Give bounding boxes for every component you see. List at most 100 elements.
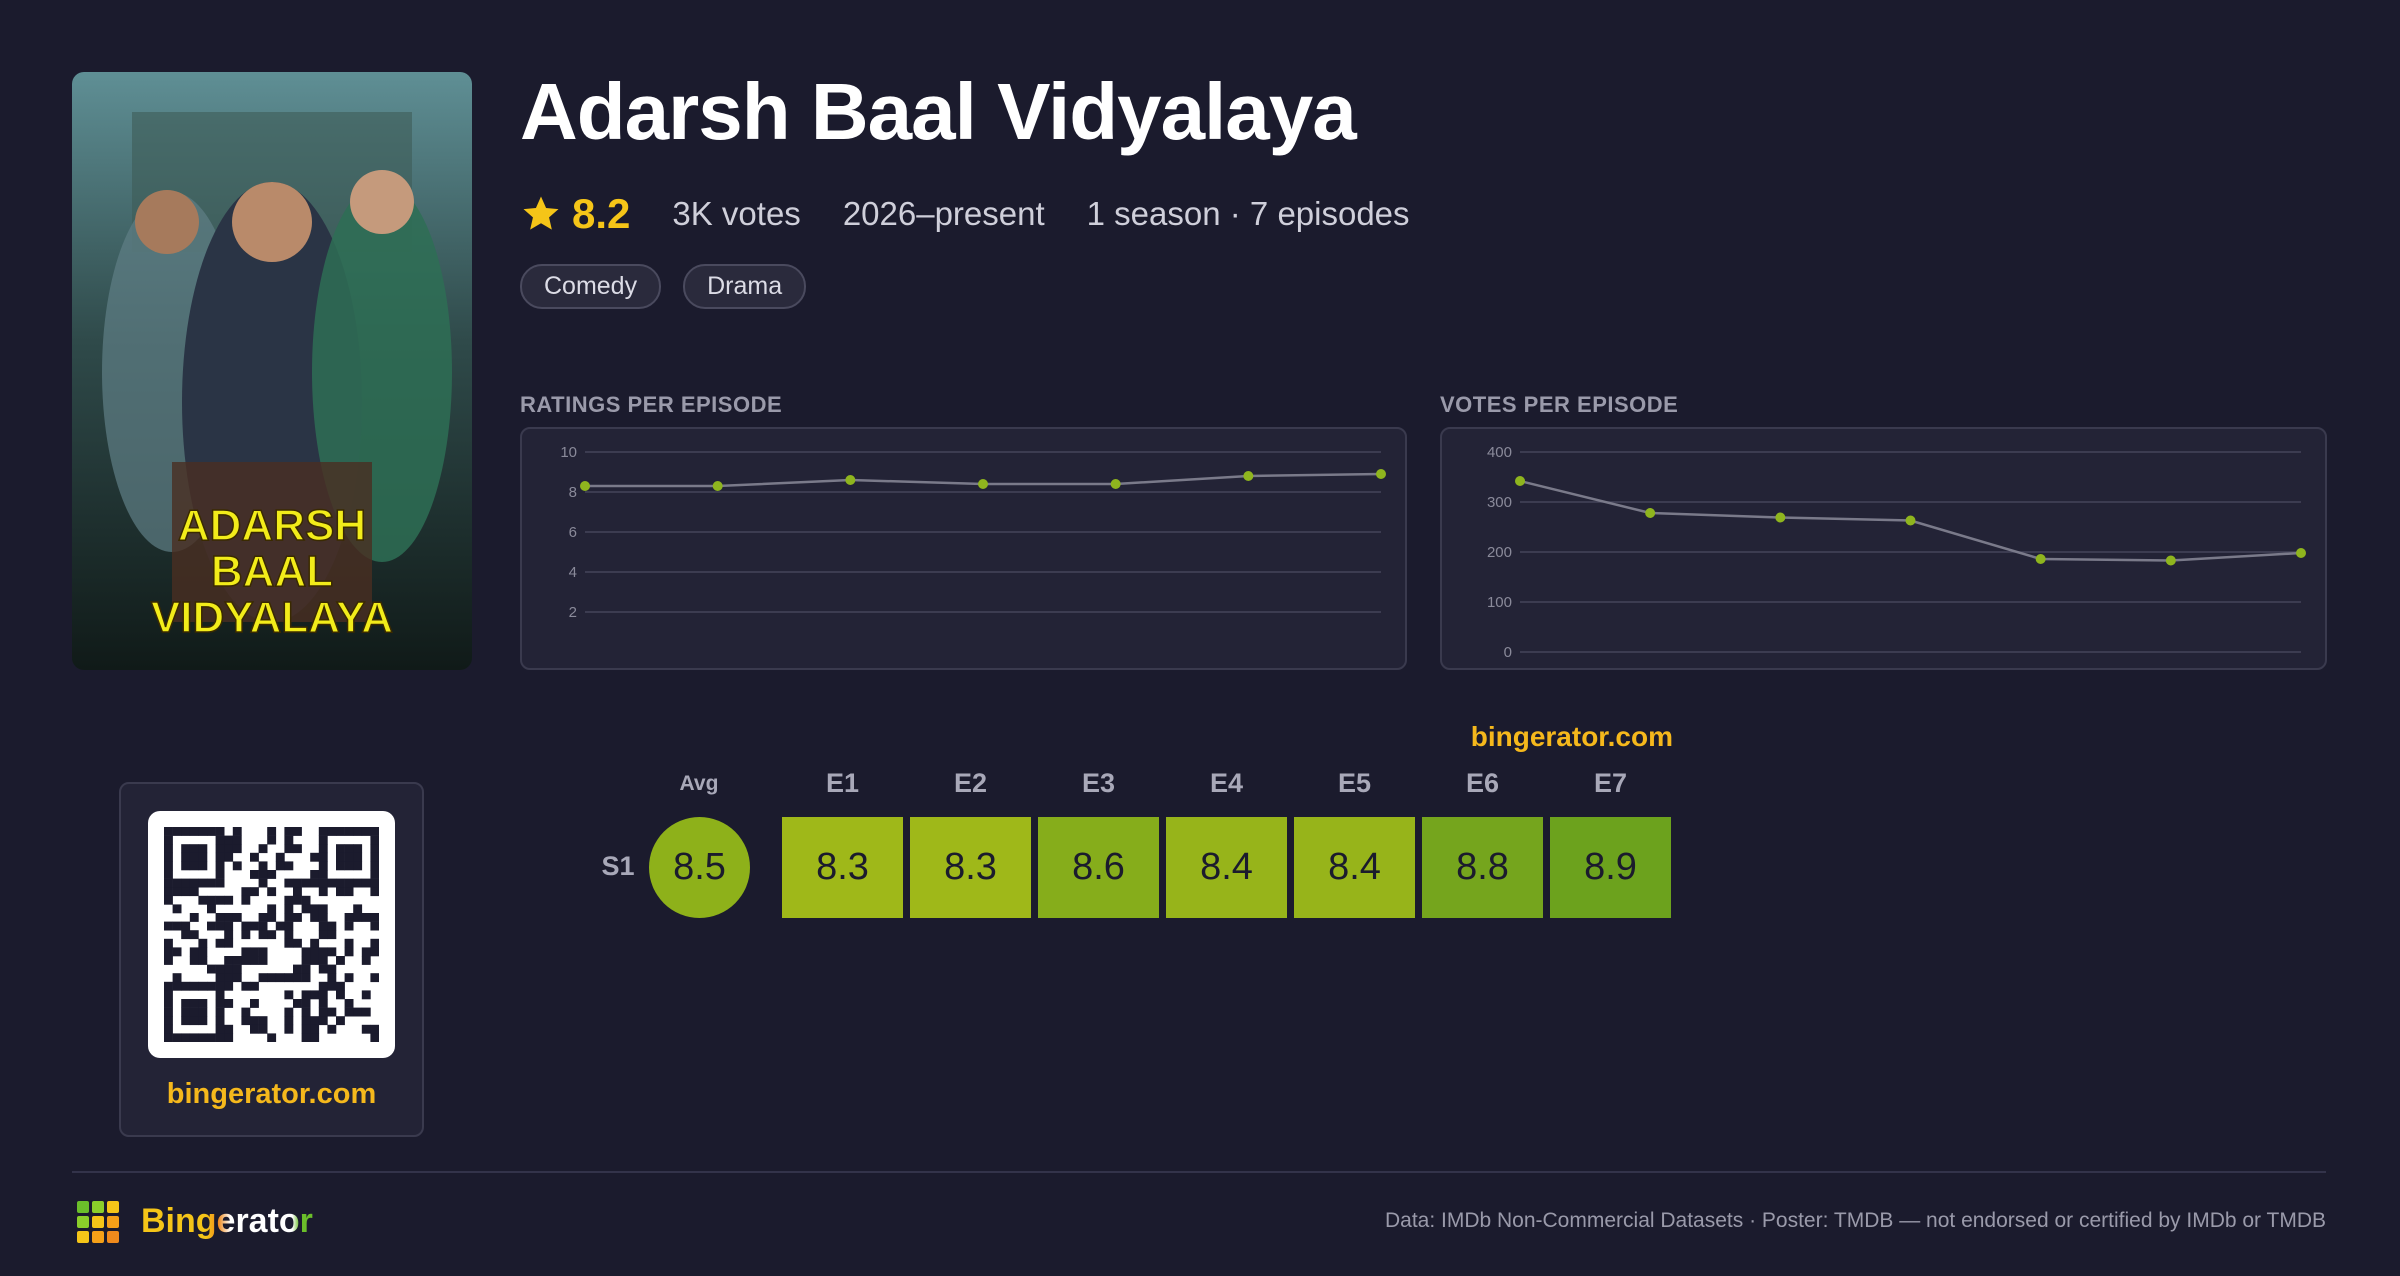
qr-module xyxy=(258,1024,268,1034)
qr-module xyxy=(241,930,251,940)
qr-module xyxy=(181,1016,191,1026)
qr-module xyxy=(344,938,354,948)
qr-module xyxy=(293,887,302,897)
qr-module xyxy=(207,878,216,888)
qr-module xyxy=(215,1024,225,1034)
y-tick-label: 8 xyxy=(569,484,577,501)
genre-tag: Drama xyxy=(683,264,807,309)
qr-module xyxy=(172,981,182,991)
episode-header: E2 xyxy=(953,768,988,798)
qr-module xyxy=(215,1016,225,1026)
qr-module xyxy=(198,827,208,836)
qr-card: bingerator.com xyxy=(119,782,424,1137)
chart-title: VOTES PER EPISODE xyxy=(1440,392,1679,417)
poster-title-line: VIDYALAYA xyxy=(151,593,393,642)
point xyxy=(2296,548,2306,558)
qr-module xyxy=(353,844,363,854)
qr-module xyxy=(181,844,191,854)
qr-module xyxy=(224,844,234,854)
qr-module xyxy=(267,827,277,836)
point xyxy=(580,481,590,491)
qr-module xyxy=(267,904,277,914)
qr-module xyxy=(353,852,363,862)
qr-module xyxy=(353,861,363,871)
qr-module xyxy=(301,1024,311,1034)
qr-module xyxy=(370,973,379,983)
qr-module xyxy=(284,861,294,871)
qr-module xyxy=(232,913,242,922)
avg-cell: 8.5 xyxy=(649,817,750,918)
qr-module xyxy=(327,964,337,974)
qr-module xyxy=(189,852,199,862)
qr-module xyxy=(164,921,173,931)
qr-module xyxy=(207,981,216,991)
episode-header: E1 xyxy=(825,768,860,798)
qr-module xyxy=(258,844,268,854)
qr-module xyxy=(370,878,379,888)
qr-module xyxy=(293,895,302,905)
qr-module xyxy=(207,1033,216,1042)
qr-module xyxy=(232,844,242,854)
qr-module xyxy=(164,999,173,1008)
qr-module xyxy=(318,990,328,1000)
qr-module xyxy=(164,870,173,879)
qr-module xyxy=(370,852,379,862)
qr-module xyxy=(164,1016,173,1026)
qr-module xyxy=(189,947,199,957)
qr-module xyxy=(344,861,354,871)
qr-module xyxy=(310,1033,320,1042)
qr-module xyxy=(284,930,294,940)
chart-title: RATINGS PER EPISODE xyxy=(520,392,783,417)
y-tick-label: 2 xyxy=(569,604,577,621)
poster: ADARSH BAAL VIDYALAYA xyxy=(72,72,472,670)
qr-module xyxy=(284,1024,294,1034)
qr-module xyxy=(361,1024,371,1034)
chart-panel: 0 100 200 300 400 xyxy=(1440,427,2327,670)
qr-module xyxy=(301,1033,311,1042)
qr-module xyxy=(181,1007,191,1017)
qr-module xyxy=(344,913,354,922)
qr-module xyxy=(250,981,259,991)
qr-module xyxy=(318,999,328,1008)
qr-module xyxy=(310,913,320,922)
y-tick-label: 4 xyxy=(569,564,577,581)
qr-module xyxy=(293,999,302,1008)
point xyxy=(1110,479,1121,489)
qr-module xyxy=(207,904,216,914)
qr-module xyxy=(181,981,191,991)
rating: 8.2 xyxy=(520,190,630,238)
qr-module xyxy=(284,844,294,854)
qr-module xyxy=(318,981,328,991)
qr-module xyxy=(318,964,328,974)
rating-cell: 8.8 xyxy=(1422,817,1543,918)
poster-title-line: BAAL xyxy=(211,547,333,596)
qr-module xyxy=(310,1016,320,1026)
qr-module xyxy=(232,861,242,871)
qr-module xyxy=(207,895,216,905)
brand-icon xyxy=(77,1201,119,1243)
qr-module xyxy=(198,1007,208,1017)
qr-module xyxy=(284,895,294,905)
qr-module xyxy=(215,878,225,888)
qr-module xyxy=(258,956,268,965)
qr-module xyxy=(310,1024,320,1034)
qr-module xyxy=(172,921,182,931)
qr-module xyxy=(189,913,199,922)
qr-module xyxy=(258,913,268,922)
qr-module xyxy=(164,878,173,888)
qr-module xyxy=(284,904,294,914)
episode-header: E5 xyxy=(1337,768,1372,798)
qr-module xyxy=(327,947,337,957)
star-icon xyxy=(523,196,559,230)
qr-module xyxy=(224,973,234,983)
qr-module xyxy=(310,938,320,948)
qr-module xyxy=(318,921,328,931)
qr-module xyxy=(336,990,345,1000)
qr-module xyxy=(301,964,311,974)
qr-module xyxy=(164,1024,173,1034)
qr-module xyxy=(241,981,251,991)
qr-module xyxy=(275,852,285,862)
qr-code xyxy=(164,827,379,1042)
poster-title: ADARSH BAAL VIDYALAYA xyxy=(151,501,393,642)
qr-module xyxy=(267,870,277,879)
